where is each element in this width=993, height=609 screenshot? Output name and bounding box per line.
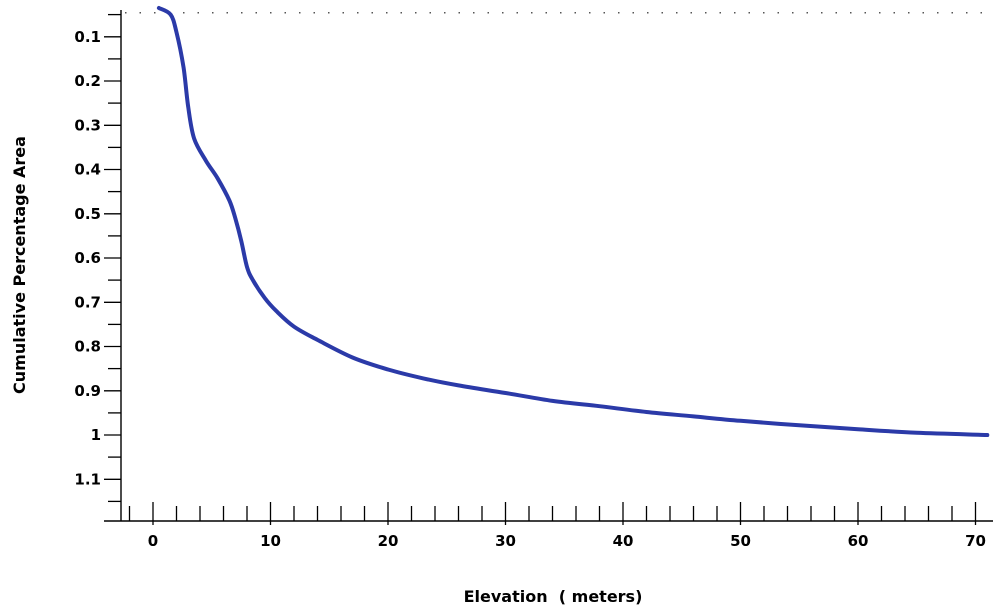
border-dot <box>212 12 214 14</box>
border-dot <box>357 12 359 14</box>
border-dot <box>603 12 605 14</box>
border-dot <box>284 12 286 14</box>
y-tick-label: 0.7 <box>74 293 101 311</box>
x-tick-label: 10 <box>260 532 281 550</box>
x-tick-label: 70 <box>965 532 986 550</box>
border-dot <box>226 12 228 14</box>
border-dot <box>429 12 431 14</box>
y-tick-label: 0.4 <box>74 161 101 179</box>
border-dot <box>531 12 533 14</box>
border-dot <box>487 12 489 14</box>
border-dot <box>763 12 765 14</box>
border-dot <box>545 12 547 14</box>
border-dot <box>313 12 315 14</box>
border-dot <box>415 12 417 14</box>
x-tick-label: 60 <box>848 532 869 550</box>
y-tick-label: 0.1 <box>74 28 101 46</box>
x-axis: 0 10 20 30 40 50 60 70 <box>104 502 993 550</box>
border-dot <box>299 12 301 14</box>
border-dot <box>937 12 939 14</box>
x-tick-label: 40 <box>613 532 634 550</box>
border-dot <box>748 12 750 14</box>
border-dot <box>197 12 199 14</box>
border-dot <box>386 12 388 14</box>
border-dot <box>516 12 518 14</box>
border-dot <box>661 12 663 14</box>
border-dot <box>458 12 460 14</box>
y-tick-label: 0.2 <box>74 72 101 90</box>
x-tick-label: 20 <box>378 532 399 550</box>
border-dot <box>647 12 649 14</box>
border-dot <box>270 12 272 14</box>
border-dot <box>473 12 475 14</box>
y-tick-label: 0.5 <box>74 205 101 223</box>
series-line <box>156 6 990 437</box>
border-dot <box>255 12 257 14</box>
x-tick-label: 30 <box>495 532 516 550</box>
border-dot <box>980 12 982 14</box>
border-dot <box>835 12 837 14</box>
y-tick-label: 0.9 <box>74 382 101 400</box>
border-dot <box>705 12 707 14</box>
y-axis-title: Cumulative Percentage Area <box>10 136 29 394</box>
border-dot <box>241 12 243 14</box>
border-dot <box>400 12 402 14</box>
border-dot <box>371 12 373 14</box>
y-tick-label: 0.3 <box>74 116 101 134</box>
border-dot <box>328 12 330 14</box>
border-dot <box>879 12 881 14</box>
border-dot <box>850 12 852 14</box>
border-dot <box>154 12 156 14</box>
border-dot <box>734 12 736 14</box>
border-dot <box>444 12 446 14</box>
border-dot <box>893 12 895 14</box>
border-dot <box>618 12 620 14</box>
border-dot <box>632 12 634 14</box>
y-tick-label: 1.1 <box>74 470 101 488</box>
y-tick-label: 0.8 <box>74 338 101 356</box>
border-dot <box>690 12 692 14</box>
border-dot <box>806 12 808 14</box>
x-tick-label: 0 <box>148 532 158 550</box>
border-dot <box>966 12 968 14</box>
border-dot <box>792 12 794 14</box>
border-dot <box>777 12 779 14</box>
border-dot <box>502 12 504 14</box>
border-dot <box>821 12 823 14</box>
border-dot <box>139 12 141 14</box>
border-dot <box>574 12 576 14</box>
border-dot <box>589 12 591 14</box>
border-dot <box>183 12 185 14</box>
border-dot <box>342 12 344 14</box>
y-tick-label: 0.6 <box>74 249 101 267</box>
y-axis: 0.1 0.2 0.3 0.4 0.5 0.6 0.7 0.8 0.9 1 1.1 <box>74 10 122 521</box>
border-dot <box>922 12 924 14</box>
x-axis-title: Elevation ( meters) <box>464 587 643 606</box>
plot-area <box>156 6 990 437</box>
border-dot <box>864 12 866 14</box>
border-dot <box>908 12 910 14</box>
border-dot <box>560 12 562 14</box>
border-dot <box>719 12 721 14</box>
y-tick-label: 1 <box>91 426 101 444</box>
x-tick-label: 50 <box>730 532 751 550</box>
border-dot <box>951 12 953 14</box>
border-dot <box>125 12 127 14</box>
top-dotted-border <box>125 12 982 14</box>
border-dot <box>676 12 678 14</box>
